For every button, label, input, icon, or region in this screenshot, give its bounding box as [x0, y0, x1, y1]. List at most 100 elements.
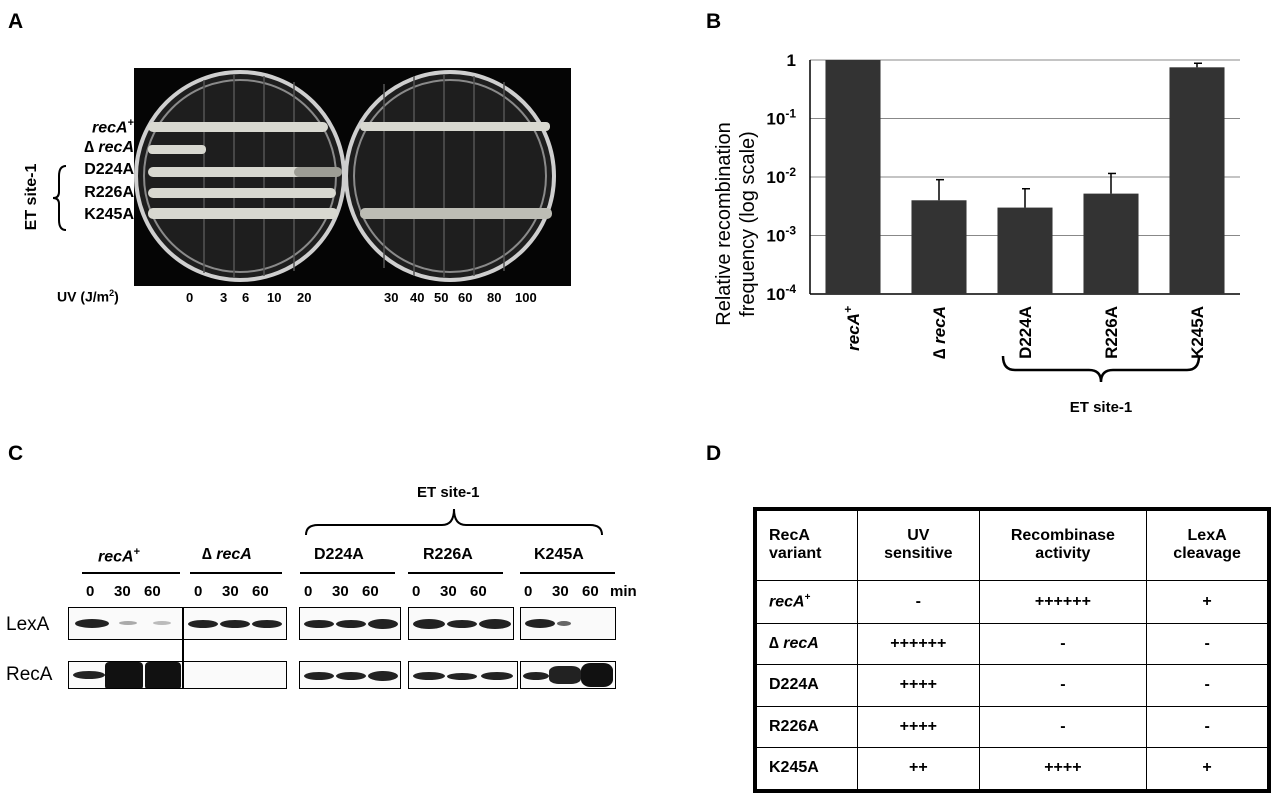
uv-dose: 40	[410, 290, 425, 305]
strain-label-k245a: K245A	[84, 206, 134, 223]
header-variant: RecA variant	[754, 508, 859, 581]
cell-uv: ++++++	[857, 622, 980, 666]
timepoint-label: 60	[582, 583, 599, 600]
blot-band	[304, 672, 334, 680]
blot-band	[368, 671, 398, 681]
blot-band	[252, 620, 282, 628]
bar	[911, 200, 967, 294]
cell-lexa: -	[1146, 664, 1270, 707]
blot-band	[145, 662, 181, 688]
bar	[825, 60, 881, 294]
blot-band	[479, 619, 511, 629]
blot-reca-k245a	[520, 661, 616, 689]
cell-recombinase: -	[978, 664, 1148, 707]
timepoint-label: 30	[440, 583, 457, 600]
petri-dish-photo	[134, 68, 571, 286]
y-tick-label: 10-1	[766, 107, 796, 129]
et-site-brace	[1001, 355, 1201, 383]
table-header-row: RecA variant UV sensitive Recombinase activ…	[754, 508, 1270, 581]
blot-band	[336, 620, 366, 628]
cell-variant: ∆ recA	[754, 622, 859, 666]
cell-variant: R226A	[754, 705, 859, 748]
lane-header-d224a: D224A	[314, 546, 364, 563]
blot-reca-r226a	[408, 661, 518, 689]
blot-band	[481, 672, 513, 680]
blot-row-label-reca: RecA	[6, 664, 53, 685]
uv-dose: 3	[220, 290, 228, 305]
cell-lexa: +	[1146, 746, 1270, 792]
blot-band	[523, 672, 549, 680]
blot-band	[105, 662, 143, 688]
bar	[1083, 193, 1139, 294]
uv-dose: 0	[186, 290, 194, 305]
table-row: R226A ++++ - -	[754, 705, 1270, 748]
cell-lexa: -	[1146, 705, 1270, 748]
cell-recombinase: ++++	[978, 746, 1148, 792]
et-site-brace-c	[305, 508, 603, 536]
panel-d-letter: D	[706, 442, 722, 465]
lane-header-r226a: R226A	[423, 546, 473, 563]
lane-underline	[82, 572, 180, 574]
x-tick-label: R226A	[1102, 306, 1121, 359]
timepoint-label: 0	[524, 583, 533, 600]
lane-header-k245a: K245A	[534, 546, 584, 563]
uv-dose: 6	[242, 290, 250, 305]
timepoint-label: 30	[114, 583, 131, 600]
blot-band	[447, 673, 477, 680]
cell-recombinase: -	[978, 705, 1148, 748]
lane-header-delta-reca: ∆ recA	[202, 546, 252, 563]
bar	[997, 207, 1053, 294]
blot-lexa-reca-plus	[68, 607, 183, 640]
strain-label-d224a: D224A	[84, 161, 134, 178]
cell-recombinase: -	[978, 622, 1148, 666]
blot-band	[220, 620, 250, 628]
uv-dose: 60	[458, 290, 473, 305]
et-site-label-c: ET site-1	[417, 484, 480, 501]
uv-dose: 20	[297, 290, 312, 305]
et-site-label-b: ET site-1	[1070, 399, 1133, 416]
cell-uv: ++++	[857, 664, 980, 707]
et-site-label-a: ET site-1	[23, 163, 40, 231]
blot-band	[413, 619, 445, 629]
blot-band	[336, 672, 366, 680]
blot-lexa-delta-reca	[183, 607, 287, 640]
y-tick-label: 1	[787, 51, 796, 70]
strain-label-delta-reca: ∆ recA	[84, 139, 134, 156]
strain-group-brace	[52, 165, 67, 231]
cell-variant: K245A	[754, 746, 859, 792]
timepoint-label: 60	[470, 583, 487, 600]
blot-band	[368, 619, 398, 629]
cell-uv: ++++	[857, 705, 980, 748]
y-axis-label-line1: Relative recombination	[713, 122, 735, 325]
uv-dose: 80	[487, 290, 502, 305]
lane-underline	[190, 572, 282, 574]
blot-lexa-k245a	[520, 607, 616, 640]
blot-band	[525, 619, 555, 628]
uv-dose: 10	[267, 290, 282, 305]
uv-dose: 50	[434, 290, 449, 305]
blot-divider	[182, 640, 184, 662]
panel-a-letter: A	[8, 10, 24, 33]
uv-axis-label: UV (J/m2)	[57, 288, 119, 305]
strain-label-reca-plus: recA+	[91, 117, 134, 137]
timepoint-label: 0	[412, 583, 421, 600]
panel-b-letter: B	[706, 10, 722, 33]
summary-table: RecA variant UV sensitive Recombinase activ…	[753, 507, 1271, 793]
blot-band	[188, 620, 218, 628]
uv-dose: 30	[384, 290, 399, 305]
blot-lexa-r226a	[408, 607, 514, 640]
x-tick-label: D224A	[1016, 306, 1035, 359]
table-row: K245A ++ ++++ +	[754, 746, 1270, 792]
blot-reca-d224a	[299, 661, 401, 689]
cell-uv: -	[857, 579, 980, 624]
table-row: recA+ - ++++++ +	[754, 579, 1270, 624]
y-tick-label: 10-2	[766, 165, 796, 187]
blot-band	[413, 672, 445, 680]
table-row: ∆ recA ++++++ - -	[754, 622, 1270, 666]
blot-band	[75, 619, 109, 628]
blot-band	[304, 620, 334, 628]
timepoint-label: 30	[222, 583, 239, 600]
y-axis-label-line2: frequency (log scale)	[737, 131, 759, 317]
header-recombinase: Recombinase activity	[978, 508, 1148, 581]
petri-dishes-image	[134, 70, 556, 282]
